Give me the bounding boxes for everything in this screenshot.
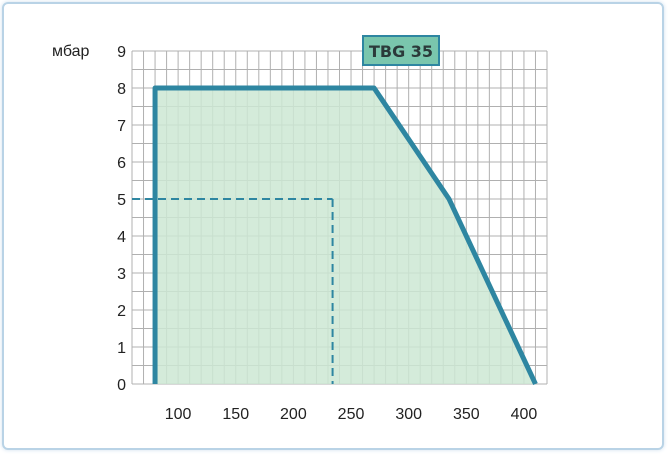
x-tick-label: 350 xyxy=(453,406,480,423)
x-tick-label: 150 xyxy=(222,406,249,423)
x-tick-label: 100 xyxy=(165,406,192,423)
x-tick-label: 400 xyxy=(511,406,538,423)
y-tick-label: 5 xyxy=(117,192,126,209)
x-tick-labels: 100 150 200 250 300 350 400 xyxy=(165,406,538,423)
operating-range-outline xyxy=(152,85,538,386)
x-tick-label: 200 xyxy=(280,406,307,423)
y-tick-label: 1 xyxy=(117,340,126,357)
y-tick-label: 2 xyxy=(117,303,126,320)
chart-title-badge: TBG 35 xyxy=(362,35,440,66)
operating-range-fill xyxy=(155,88,536,384)
y-tick-label: 6 xyxy=(117,155,126,172)
y-tick-label: 0 xyxy=(117,377,126,394)
y-axis-unit-label: мбар xyxy=(52,43,90,60)
chart-title-badge-box xyxy=(362,35,440,66)
y-tick-labels: 0 1 2 3 4 5 6 7 8 9 xyxy=(117,44,126,394)
chart-title: TBG 35 xyxy=(369,42,433,61)
y-tick-label: 9 xyxy=(117,44,126,61)
image-frame xyxy=(2,2,664,450)
y-tick-label: 8 xyxy=(117,81,126,98)
area-layer xyxy=(152,85,538,386)
x-tick-label: 250 xyxy=(338,406,365,423)
y-tick-label: 7 xyxy=(117,118,126,135)
y-tick-label: 4 xyxy=(117,229,126,246)
y-tick-label: 3 xyxy=(117,266,126,283)
x-tick-label: 300 xyxy=(395,406,422,423)
reference-lines xyxy=(132,198,334,384)
